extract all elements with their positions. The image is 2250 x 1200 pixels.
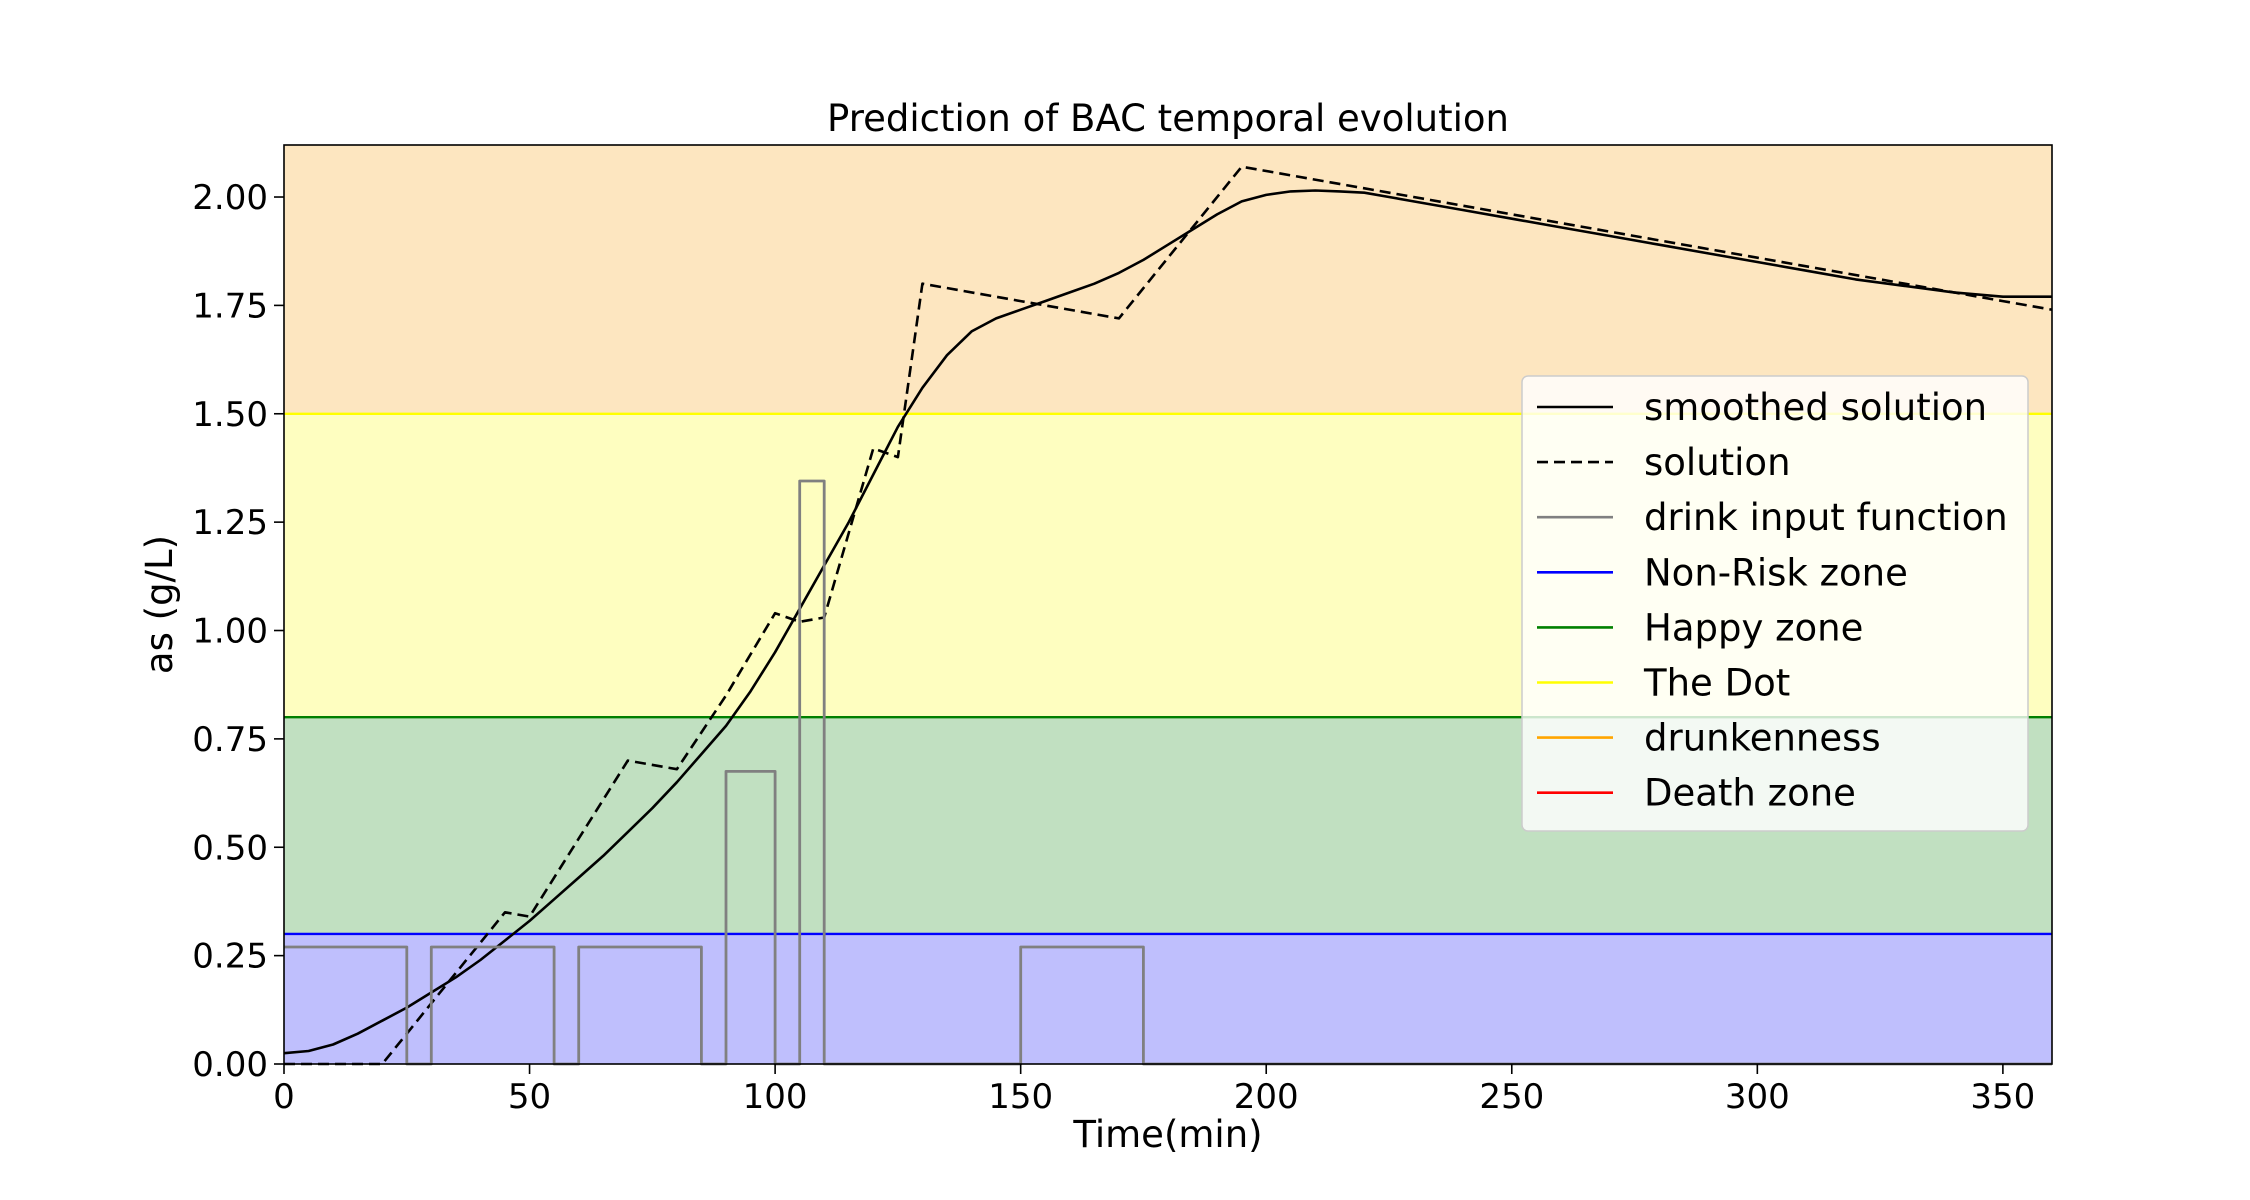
x-tick-label: 200 [1234,1077,1299,1117]
legend-label: solution [1644,441,1791,484]
legend-label: drink input function [1644,496,2008,539]
legend-label: Happy zone [1644,606,1863,649]
y-tick-label: 0.50 [192,828,268,868]
legend-label: Non-Risk zone [1644,551,1908,594]
y-tick-label: 1.50 [192,395,268,435]
chart-title: Prediction of BAC temporal evolution [827,97,1509,140]
legend-label: Death zone [1644,772,1856,815]
x-tick-label: 50 [508,1077,551,1117]
series-line-2 [284,479,2052,1066]
x-tick-label: 100 [743,1077,808,1117]
legend-label: smoothed solution [1644,386,1987,429]
legend-box [1521,375,2029,832]
x-tick-label: 300 [1725,1077,1790,1117]
x-axis-label: Time(min) [1072,1113,1262,1156]
x-axis-ticks: 0 50 100 150 200 250 300 350 [273,1064,2035,1117]
plot-frame [283,144,2053,1065]
y-tick-label: 0.25 [192,937,268,977]
y-tick-label: 0.00 [192,1045,268,1085]
x-tick-label: 150 [988,1077,1053,1117]
series-lines [283,165,2053,1066]
zone-band-3 [284,145,2052,414]
y-tick-label: 2.00 [192,178,268,218]
y-tick-label: 1.75 [192,286,268,326]
y-tick-label: 0.75 [192,720,268,760]
y-tick-label: 1.25 [192,503,268,543]
y-axis-label: as (g/L) [138,535,181,674]
legend: smoothed solution solution drink input fun… [1521,375,2029,832]
y-axis-ticks: 0.00 0.25 0.50 0.75 1.00 1.25 1.50 1.75 2.00 [192,178,284,1085]
y-tick-label: 1.00 [192,612,268,652]
x-tick-label: 0 [273,1077,295,1117]
legend-label: The Dot [1643,662,1790,705]
series-line-0 [283,189,2052,1055]
legend-label: drunkenness [1644,717,1881,760]
x-tick-label: 350 [1970,1077,2035,1117]
zone-band-0 [284,933,2052,1064]
x-tick-label: 250 [1479,1077,1544,1117]
